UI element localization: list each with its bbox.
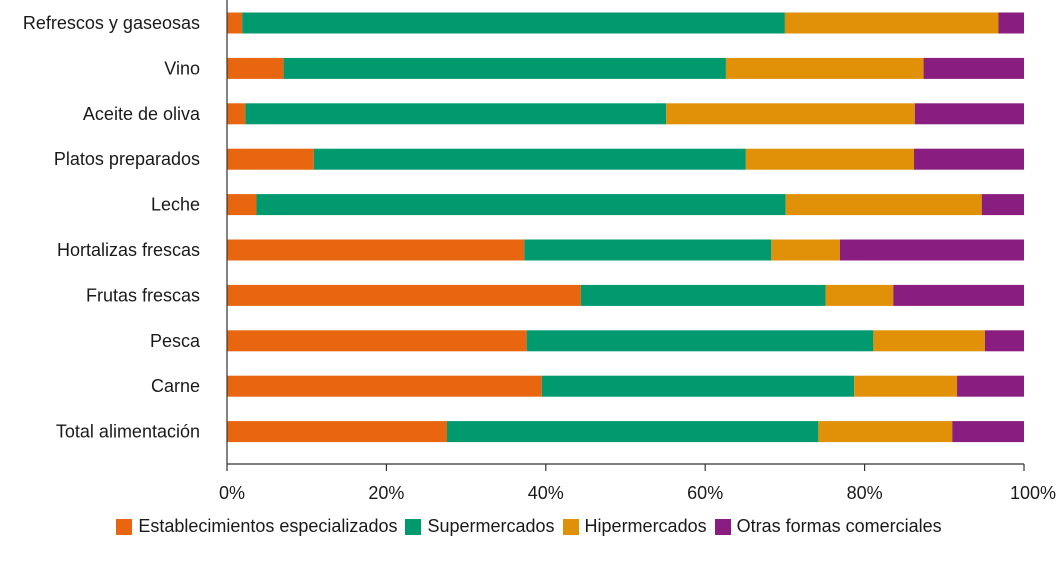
category-label: Platos preparados [54,149,200,169]
bar-segment-series-3-row-0 [998,12,1024,34]
bar-segment-series-3-row-8 [957,375,1024,397]
bar-segment-series-1-row-5 [524,239,772,261]
legend-item: Establecimientos especializados [116,516,397,537]
bars-group [227,12,1024,443]
bar-segment-series-2-row-6 [825,284,894,306]
bar-segment-series-0-row-8 [227,375,542,397]
bar-segment-series-1-row-3 [313,148,746,170]
x-tick-label: 60% [687,483,723,500]
category-label: Total alimentación [56,422,200,442]
bar-segment-series-2-row-5 [771,239,840,261]
bar-segment-series-1-row-8 [541,375,855,397]
bar-segment-series-1-row-9 [446,421,819,443]
bar-segment-series-1-row-4 [256,194,786,216]
x-axis-ticks: 0% 20% 40% 60% 80% 100% [219,464,1056,500]
bar-segment-series-0-row-1 [227,57,284,79]
bar-segment-series-2-row-7 [873,330,985,352]
category-label: Aceite de oliva [83,104,201,124]
legend-item: Supermercados [405,516,555,537]
legend: Establecimientos especializados Supermerc… [0,516,1058,537]
bar-segment-series-3-row-9 [952,421,1024,443]
legend-swatch [116,518,133,535]
legend-item: Otras formas comerciales [714,516,942,537]
category-label: Frutas frescas [86,285,200,305]
bar-segment-series-2-row-1 [725,57,924,79]
stacked-bar-chart: Refrescos y gaseosas Vino Aceite de oliva P… [23,0,1056,500]
legend-label: Supermercados [427,516,555,536]
category-labels: Refrescos y gaseosas Vino Aceite de oliva P… [23,13,201,442]
category-label: Leche [151,195,200,215]
bar-segment-series-2-row-9 [818,421,953,443]
bar-segment-series-3-row-6 [893,284,1024,306]
bar-segment-series-2-row-3 [745,148,915,170]
legend-label: Hipermercados [584,516,707,536]
legend-swatch [714,518,731,535]
bar-segment-series-2-row-2 [666,103,915,125]
bar-segment-series-3-row-3 [914,148,1024,170]
bar-segment-series-0-row-2 [227,103,246,125]
category-label: Carne [151,376,200,396]
legend-label: Otras formas comerciales [736,516,942,536]
legend-swatch [562,518,579,535]
legend-label: Establecimientos especializados [138,516,398,536]
bar-segment-series-3-row-1 [923,57,1024,79]
x-tick-label: 0% [219,483,245,500]
x-tick-label: 20% [368,483,404,500]
bar-segment-series-3-row-7 [984,330,1024,352]
bar-segment-series-1-row-1 [283,57,726,79]
bar-segment-series-0-row-3 [227,148,314,170]
bar-segment-series-1-row-0 [242,12,785,34]
bar-segment-series-0-row-6 [227,284,581,306]
x-tick-label: 100% [1010,483,1056,500]
category-label: Vino [164,58,200,78]
category-label: Pesca [150,331,201,351]
bar-segment-series-1-row-2 [245,103,667,125]
x-tick-label: 80% [847,483,883,500]
bar-segment-series-0-row-9 [227,421,447,443]
bar-segment-series-2-row-4 [785,194,982,216]
bar-segment-series-3-row-4 [981,194,1024,216]
bar-segment-series-2-row-8 [854,375,958,397]
bar-segment-series-0-row-7 [227,330,527,352]
legend-swatch [405,518,422,535]
bar-segment-series-3-row-2 [914,103,1024,125]
category-label: Hortalizas frescas [57,240,200,260]
bar-segment-series-1-row-7 [526,330,874,352]
bar-segment-series-2-row-0 [784,12,999,34]
legend-item: Hipermercados [562,516,707,537]
category-label: Refrescos y gaseosas [23,13,200,33]
bar-segment-series-3-row-5 [839,239,1024,261]
bar-segment-series-0-row-0 [227,12,243,34]
bar-segment-series-0-row-5 [227,239,525,261]
bar-segment-series-0-row-4 [227,194,257,216]
x-tick-label: 40% [528,483,564,500]
bar-segment-series-1-row-6 [580,284,826,306]
